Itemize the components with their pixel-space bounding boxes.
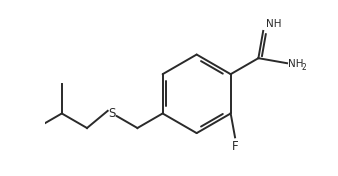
Text: F: F xyxy=(232,140,238,153)
Text: 2: 2 xyxy=(301,63,306,72)
Text: NH: NH xyxy=(288,59,304,69)
Text: S: S xyxy=(108,107,116,120)
Text: NH: NH xyxy=(266,20,281,30)
